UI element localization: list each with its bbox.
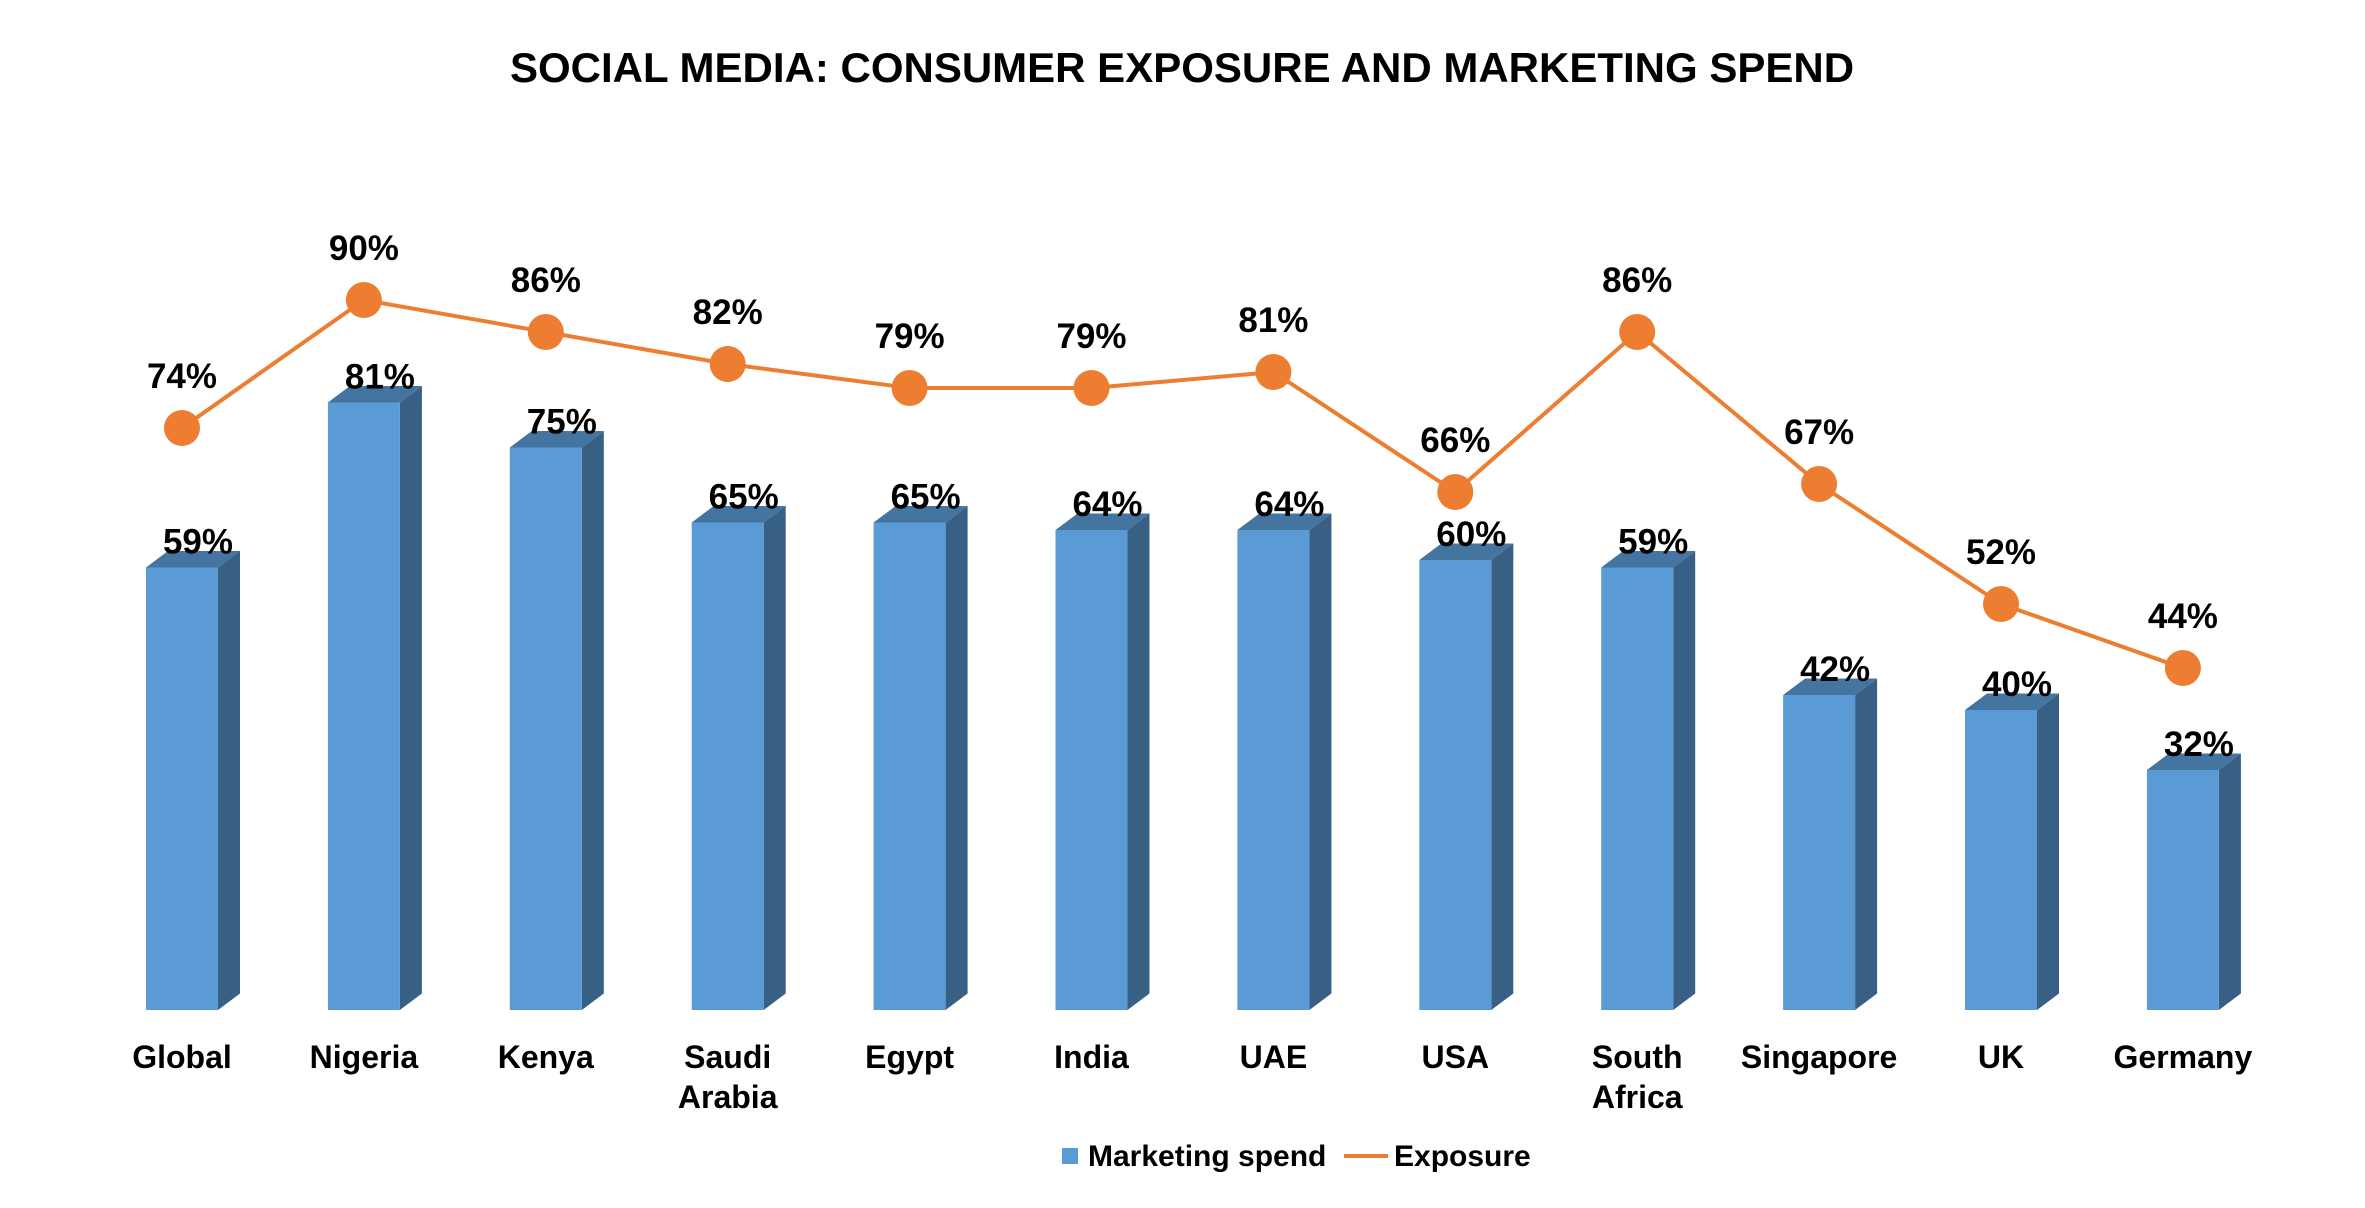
bar: [509, 447, 582, 1010]
exposure-point: [1801, 466, 1838, 502]
bar-top: [2146, 753, 2241, 770]
bar-top: [146, 551, 240, 568]
legend-swatch-marketing-spend: [1062, 1148, 1078, 1164]
exposure-value-label: 86%: [511, 261, 581, 300]
bar-top: [1237, 513, 1332, 530]
category-label: Germany: [2114, 1039, 2253, 1075]
bar-side: [945, 506, 968, 1010]
bar-value-label: 65%: [709, 478, 779, 517]
bar-top: [1783, 678, 1878, 695]
bar-value-label: 32%: [2164, 725, 2234, 764]
category-label: Nigeria: [310, 1039, 419, 1075]
bar-side: [763, 506, 786, 1010]
category-label: UAE: [1240, 1039, 1308, 1075]
line-series: 74% 90% 86% 82% 79% 79% 81% 66% 86% 67% 52% 44%: [147, 229, 2218, 686]
category-label: Global: [132, 1039, 232, 1075]
category-label: UK: [1978, 1039, 2024, 1075]
exposure-value-label: 74%: [147, 357, 217, 396]
exposure-point: [1073, 370, 1110, 406]
bar: [1965, 710, 2037, 1010]
bar-value-label: 64%: [1254, 485, 1324, 524]
category-label: India: [1054, 1039, 1129, 1075]
bar-side: [2037, 693, 2059, 1010]
bar-side: [218, 551, 240, 1010]
bar: [1601, 567, 1674, 1010]
bar: [1419, 560, 1492, 1010]
category-label: Singapore: [1741, 1039, 1897, 1075]
bar-top: [873, 506, 968, 523]
bar-value-label: 59%: [163, 523, 233, 562]
exposure-point: [1983, 586, 2019, 622]
legend-label-exposure: Exposure: [1394, 1140, 1531, 1173]
exposure-value-label: 79%: [875, 317, 945, 356]
bar: [1783, 695, 1856, 1010]
bar: [1237, 530, 1310, 1010]
bar: [1055, 530, 1128, 1010]
bar-side: [1309, 513, 1332, 1010]
exposure-point: [2164, 650, 2201, 686]
bar-side: [1673, 551, 1696, 1010]
bar-value-label: 65%: [891, 478, 961, 517]
exposure-value-label: 44%: [2148, 597, 2218, 636]
exposure-value-label: 66%: [1420, 421, 1490, 460]
chart-title: SOCIAL MEDIA: CONSUMER EXPOSURE AND MARK…: [510, 44, 1854, 91]
bar-top: [509, 431, 604, 448]
exposure-value-label: 81%: [1238, 301, 1308, 340]
category-label: Kenya: [498, 1039, 594, 1075]
category-label: Saudi Arabia: [678, 1039, 778, 1115]
bar: [2146, 770, 2219, 1010]
bar-side: [1491, 543, 1514, 1010]
legend-label-marketing-spend: Marketing spend: [1088, 1140, 1326, 1173]
bar-top: [691, 506, 786, 523]
bar-top: [327, 386, 422, 403]
bar-side: [1855, 678, 1878, 1010]
exposure-point: [1437, 474, 1474, 510]
bar: [327, 402, 400, 1010]
bar-top: [1055, 513, 1150, 530]
bar-value-label: 81%: [345, 358, 415, 397]
bar-value-label: 75%: [527, 403, 597, 442]
exposure-value-label: 90%: [329, 229, 399, 268]
category-label: USA: [1422, 1039, 1490, 1075]
bar-side: [1127, 513, 1150, 1010]
bar-side: [581, 431, 604, 1010]
exposure-point: [164, 410, 200, 446]
exposure-point: [709, 346, 746, 382]
exposure-point: [891, 370, 928, 406]
exposure-point: [1619, 314, 1656, 350]
exposure-point: [345, 282, 382, 318]
bar-value-label: 40%: [1982, 665, 2052, 704]
exposure-value-label: 86%: [1602, 261, 1672, 300]
bar-value-label: 59%: [1618, 523, 1688, 562]
bar: [691, 522, 764, 1010]
exposure-value-label: 67%: [1784, 413, 1854, 452]
category-label: South Africa: [1592, 1039, 1683, 1115]
bar-side: [399, 386, 422, 1010]
exposure-value-label: 82%: [693, 293, 763, 332]
bar-top: [1601, 551, 1696, 568]
legend: Marketing spend Exposure: [1062, 1140, 1531, 1173]
bar: [146, 567, 218, 1010]
exposure-line: [180, 297, 2184, 670]
category-axis: Global Nigeria Kenya Saudi Arabia Egypt India U…: [132, 1039, 2252, 1115]
bar-top: [1965, 693, 2059, 710]
exposure-point: [1255, 354, 1292, 390]
bar-top: [1419, 543, 1514, 560]
exposure-point: [527, 314, 564, 350]
bar: [873, 522, 946, 1010]
bar-value-label: 60%: [1436, 515, 1506, 554]
bar-value-label: 64%: [1072, 485, 1142, 524]
bar-value-label: 42%: [1800, 650, 1870, 689]
exposure-value-label: 79%: [1056, 317, 1126, 356]
category-label: Egypt: [865, 1039, 954, 1075]
bar-series: 59% 81% 75% 65% 65% 64% 64% 60% 59% 42% 40% 32%: [146, 358, 2241, 1010]
exposure-value-label: 52%: [1966, 533, 2036, 572]
bar-side: [2218, 753, 2241, 1010]
